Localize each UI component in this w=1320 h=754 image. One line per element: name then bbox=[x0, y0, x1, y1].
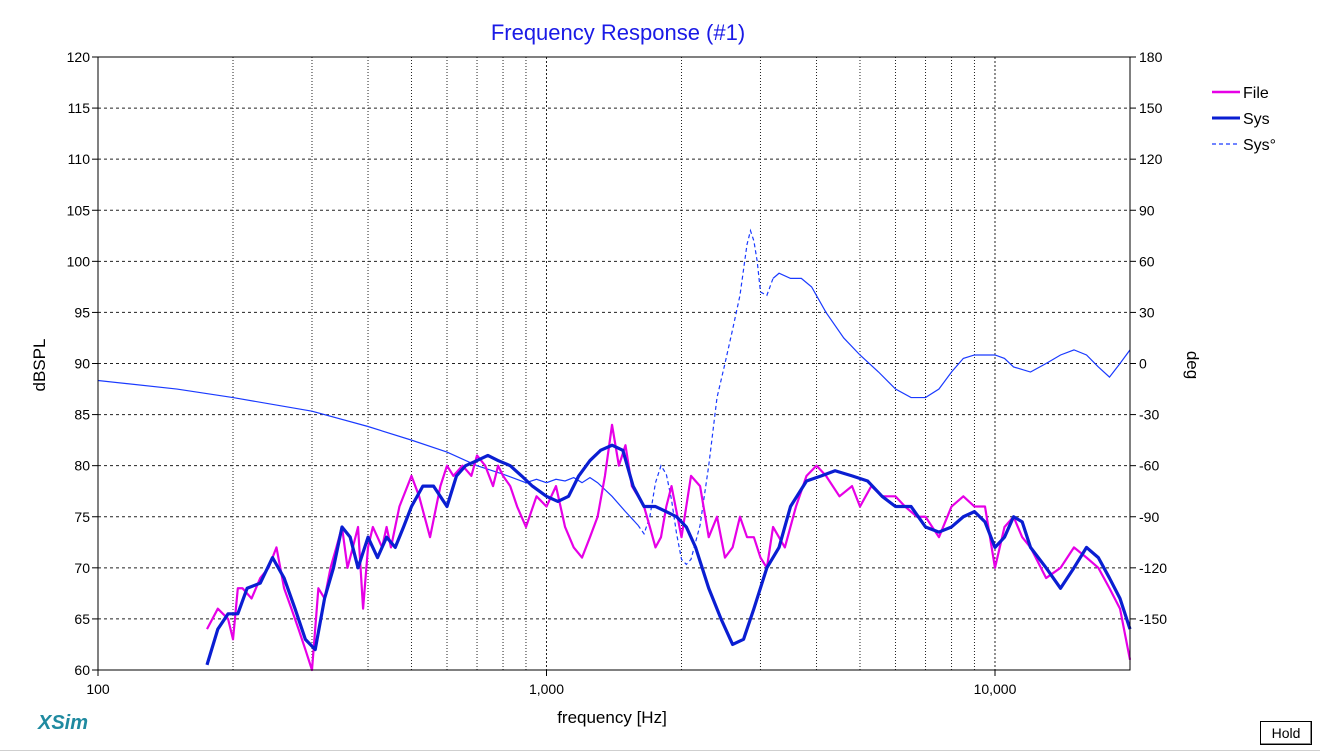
y2-tick-label: -60 bbox=[1139, 458, 1159, 474]
y2-tick-label: -150 bbox=[1139, 611, 1167, 627]
x-tick-label: 100 bbox=[86, 681, 110, 697]
y2-tick-label: 60 bbox=[1139, 253, 1155, 269]
y2-tick-label: -30 bbox=[1139, 407, 1159, 423]
y-tick-label: 90 bbox=[74, 356, 90, 372]
y2-tick-label: 180 bbox=[1139, 49, 1163, 65]
y2-tick-label: -120 bbox=[1139, 560, 1167, 576]
xsim-logo: XSim bbox=[38, 712, 89, 734]
y-tick-label: 60 bbox=[74, 662, 90, 678]
y-tick-label: 80 bbox=[74, 458, 90, 474]
y-tick-label: 120 bbox=[67, 49, 91, 65]
series-layer bbox=[97, 228, 1132, 672]
legend-label: Sys° bbox=[1243, 137, 1276, 154]
x-tick-label: 10,000 bbox=[974, 681, 1017, 697]
series-line-file bbox=[206, 423, 1132, 672]
chart-title: Frequency Response (#1) bbox=[491, 20, 745, 45]
series-line-sys bbox=[205, 443, 1132, 666]
y2-tick-label: 0 bbox=[1139, 356, 1147, 372]
y-tick-label: 65 bbox=[74, 611, 90, 627]
grid-lines bbox=[98, 57, 1130, 670]
y2-tick-label: 90 bbox=[1139, 202, 1155, 218]
legend: File Sys Sys° bbox=[1212, 85, 1276, 154]
hold-button[interactable]: Hold bbox=[1260, 721, 1312, 745]
series-line-sys-phase bbox=[97, 379, 639, 526]
y2-tick-label: -90 bbox=[1139, 509, 1159, 525]
x-axis-label: frequency [Hz] bbox=[557, 708, 667, 727]
y-tick-label: 95 bbox=[74, 304, 90, 320]
y2-tick-label: 120 bbox=[1139, 151, 1163, 167]
y-axis-label: dBSPL bbox=[30, 339, 49, 392]
y-tick-label: 75 bbox=[74, 509, 90, 525]
legend-label: Sys bbox=[1243, 111, 1270, 128]
y-tick-label: 105 bbox=[67, 202, 91, 218]
series-line-sys-phase bbox=[637, 228, 774, 566]
y-tick-label: 110 bbox=[68, 151, 91, 167]
axes: 60 65 70 75 80 85 90 95 100 105 110 115 120 -150 -120 -… bbox=[67, 49, 1168, 697]
y-tick-label: 115 bbox=[68, 100, 91, 116]
y2-axis-label: deg bbox=[1183, 351, 1202, 379]
y-tick-label: 70 bbox=[74, 560, 90, 576]
y2-tick-label: 150 bbox=[1139, 100, 1163, 116]
x-tick-label: 1,000 bbox=[529, 681, 564, 697]
status-divider bbox=[0, 750, 1320, 751]
y2-tick-label: 30 bbox=[1139, 304, 1155, 320]
y-tick-label: 85 bbox=[74, 407, 90, 423]
legend-label: File bbox=[1243, 85, 1269, 102]
y-tick-label: 100 bbox=[67, 253, 91, 269]
series-line-sys-phase bbox=[772, 272, 1131, 399]
